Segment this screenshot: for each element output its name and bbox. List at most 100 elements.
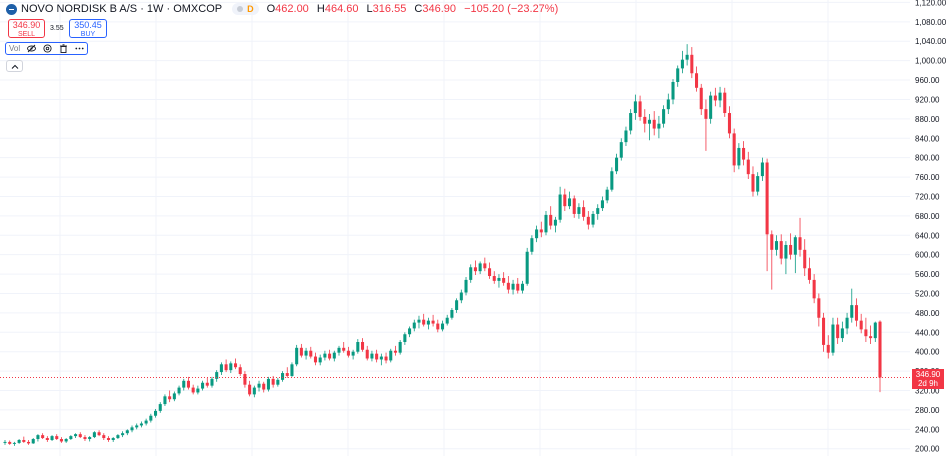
y-tick-label: 1,000.00 <box>915 57 947 66</box>
candle <box>732 128 736 173</box>
candle-body <box>370 353 374 359</box>
candle <box>248 380 252 397</box>
candle <box>12 441 16 446</box>
collapse-legend-button[interactable] <box>6 60 23 72</box>
candle-body <box>205 382 209 386</box>
candle <box>807 257 811 284</box>
candle-body <box>605 189 609 201</box>
candle <box>26 439 31 445</box>
candle-body <box>92 432 96 438</box>
candle <box>318 354 322 366</box>
candle <box>610 167 614 192</box>
candle-body <box>704 109 708 119</box>
candle <box>168 390 172 403</box>
candle-body <box>836 324 840 339</box>
candle-body <box>596 208 600 214</box>
candle <box>196 385 200 395</box>
candle <box>676 65 680 87</box>
sell-label: SELL <box>17 31 36 38</box>
candle <box>360 338 365 352</box>
candle <box>45 436 49 442</box>
y-tick-label: 240.00 <box>915 425 940 434</box>
candle-body <box>798 237 802 250</box>
candle-body <box>351 351 355 356</box>
candle-body <box>17 439 21 443</box>
candle-body <box>328 353 332 359</box>
candle-body <box>191 387 195 393</box>
candle-body <box>492 276 496 281</box>
candle-body <box>732 133 736 166</box>
more-icon[interactable] <box>75 44 84 53</box>
candle-body <box>210 378 214 386</box>
candle <box>163 394 167 407</box>
candle <box>737 143 741 170</box>
ohlc-legend: O462.00 H464.60 L316.55 C346.90 −105.20 … <box>267 3 564 15</box>
candle <box>233 358 238 370</box>
candle-body <box>549 214 553 226</box>
candle-body <box>309 350 313 357</box>
y-tick-label: 1,120.00 <box>915 0 947 7</box>
candle-body <box>488 268 492 277</box>
candle-body <box>633 101 637 114</box>
candle <box>544 211 548 236</box>
candle-body <box>403 334 407 342</box>
y-tick-label: 320.00 <box>915 387 940 396</box>
candle-body <box>12 442 16 444</box>
sell-button[interactable]: 346.90 SELL <box>8 19 45 38</box>
candle-body <box>600 200 604 209</box>
y-tick-label: 720.00 <box>915 192 940 201</box>
y-tick-label: 880.00 <box>915 115 940 124</box>
candle-body <box>144 420 148 424</box>
volume-legend[interactable]: Vol <box>5 42 89 55</box>
candle-body <box>859 320 863 330</box>
candle <box>219 362 223 375</box>
candle <box>431 314 435 327</box>
candle <box>121 431 125 438</box>
candle-body <box>59 439 63 442</box>
interval-badge[interactable]: D <box>232 3 259 15</box>
buy-button[interactable]: 350.45 BUY <box>69 19 107 38</box>
candle <box>530 235 534 255</box>
candle <box>36 434 40 442</box>
candle <box>215 370 219 382</box>
candle-body <box>177 387 181 394</box>
candle-body <box>520 283 525 291</box>
candle <box>154 408 158 418</box>
candle-body <box>233 363 238 368</box>
candle-body <box>553 219 557 226</box>
candle-body <box>657 123 661 129</box>
candle-body <box>671 81 675 100</box>
candle-body <box>690 54 694 74</box>
candle <box>3 439 7 445</box>
candle-body <box>285 373 289 376</box>
candle-body <box>751 174 755 192</box>
candle <box>201 380 205 391</box>
sell-price: 346.90 <box>12 20 41 30</box>
candle <box>760 157 764 181</box>
candle <box>384 352 388 364</box>
candle-body <box>168 396 172 400</box>
candle-body <box>516 283 520 291</box>
candle-body <box>290 364 294 376</box>
candle-body <box>436 323 440 330</box>
candle <box>55 434 59 440</box>
candle-body <box>586 216 590 225</box>
candle-body <box>149 415 153 421</box>
candle-body <box>257 383 261 388</box>
y-tick-label: 440.00 <box>915 328 940 337</box>
candle-body <box>50 436 54 440</box>
candle <box>313 352 318 366</box>
symbol-title[interactable]: NOVO NORDISK B A/S · 1W · OMXCOP <box>21 3 223 15</box>
candle <box>789 233 793 260</box>
y-tick-label: 400.00 <box>915 348 940 357</box>
settings-icon[interactable] <box>43 44 52 53</box>
trash-icon[interactable] <box>59 44 68 53</box>
candle-body <box>525 251 529 284</box>
candle-body <box>238 367 242 375</box>
candle-body <box>826 344 830 353</box>
y-tick-label: 600.00 <box>915 251 940 260</box>
candle-body <box>41 435 45 439</box>
candle <box>351 349 355 360</box>
eye-icon[interactable] <box>27 44 37 53</box>
